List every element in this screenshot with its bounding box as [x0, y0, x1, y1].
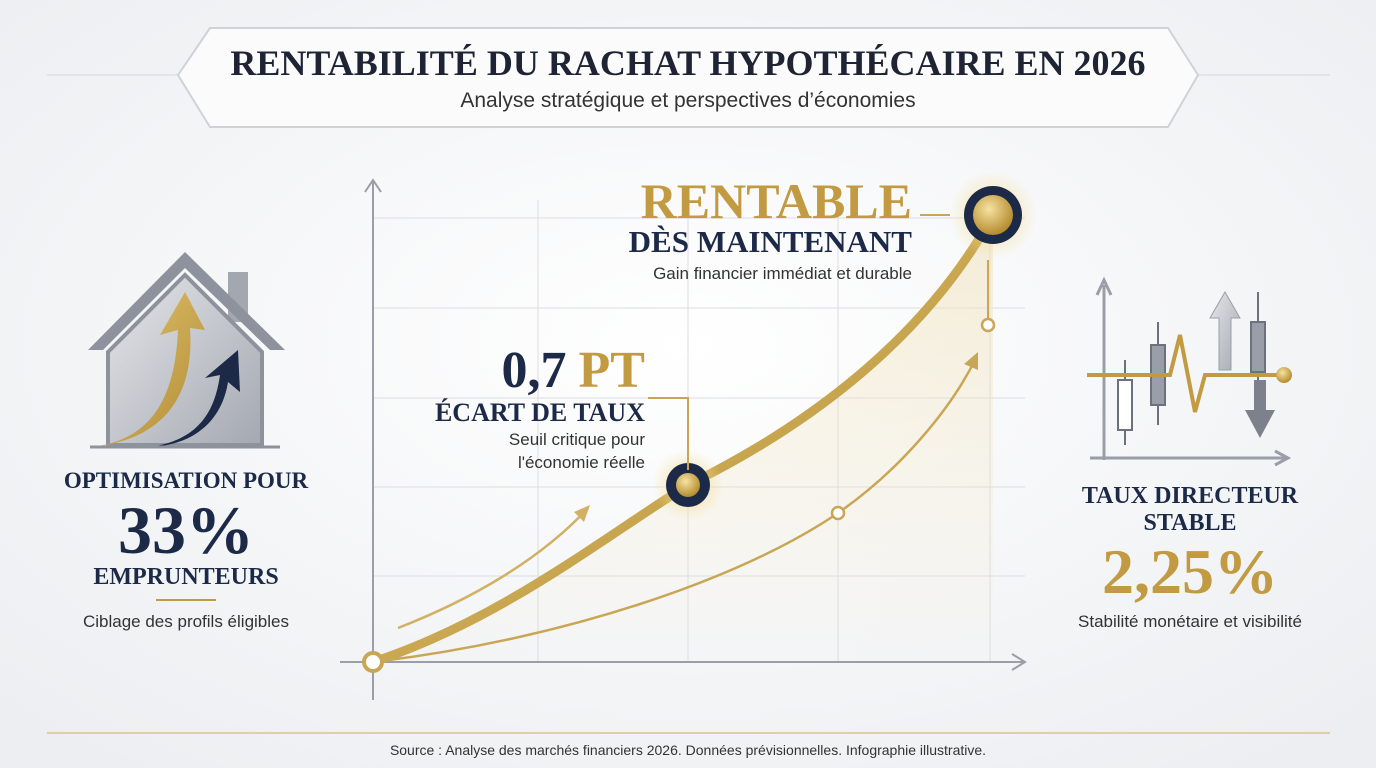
- callout-caption: Gain financier immédiat et durable: [653, 264, 912, 283]
- subtitle: Analyse stratégique et perspectives d’éc…: [460, 89, 915, 112]
- spread-caption: l'économie réelle: [518, 453, 645, 472]
- right-figure: 2,25%: [1102, 536, 1278, 607]
- spread-unit: PT: [579, 342, 645, 399]
- left-caption: Ciblage des profils éligibles: [83, 612, 289, 631]
- growth-illustration: [340, 171, 1037, 700]
- rate-icon: [1087, 276, 1292, 467]
- left-label: EMPRUNTEURS: [93, 564, 278, 590]
- spread-value: 0,7: [502, 342, 567, 399]
- callout-headline: RENTABLE: [641, 173, 912, 229]
- spread-caption: Seuil critique pour: [509, 430, 645, 449]
- house-icon: [88, 252, 285, 449]
- footer-source: Source : Analyse des marchés financiers …: [390, 742, 986, 758]
- right-caption: Stabilité monétaire et visibilité: [1078, 612, 1302, 631]
- right-label: TAUX DIRECTEUR: [1082, 483, 1299, 509]
- left-figure: 33%: [118, 492, 254, 568]
- spread-label: ÉCART DE TAUX: [435, 398, 645, 427]
- left-lead: OPTIMISATION POUR: [64, 468, 309, 493]
- right-label: STABLE: [1144, 510, 1237, 536]
- callout-subheadline: DÈS MAINTENANT: [629, 224, 913, 259]
- header-banner: [176, 27, 1200, 128]
- title: RENTABILITÉ DU RACHAT HYPOTHÉCAIRE EN 20…: [230, 43, 1145, 83]
- spread-figure: 0,7 PT: [502, 342, 645, 399]
